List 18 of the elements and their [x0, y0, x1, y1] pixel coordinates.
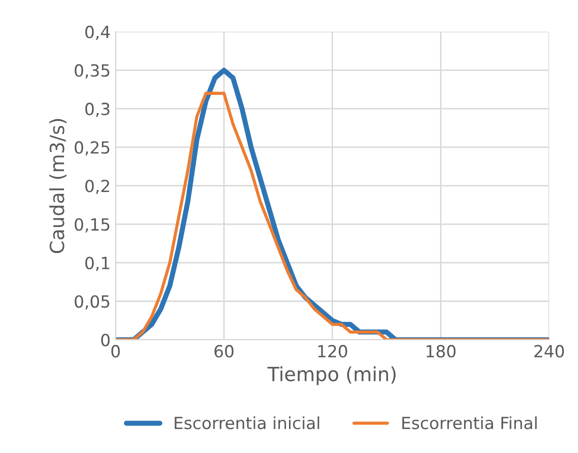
x-tick-label: 240	[534, 344, 564, 358]
x-axis-title: Tiempo (min)	[267, 366, 396, 386]
y-tick-label: 0	[101, 334, 110, 346]
x-tick-label: 60	[214, 344, 234, 358]
y-tick-label: 0,05	[74, 295, 110, 310]
y-tick-label: 0,25	[74, 141, 110, 156]
y-tick-label: 0,4	[85, 26, 110, 40]
legend-label: Escorrentia inicial	[174, 416, 320, 430]
y-tick-label: 0,1	[85, 256, 110, 272]
x-tick-label: 120	[318, 344, 348, 358]
y-axis-title: Caudal (m3/s)	[49, 118, 67, 254]
y-tick-label: 0,3	[85, 102, 110, 117]
x-tick-label: 0	[111, 344, 120, 358]
x-tick-label: 180	[426, 344, 456, 358]
y-tick-label: 0,2	[85, 180, 110, 194]
y-tick-label: 0,35	[74, 64, 110, 78]
legend-label: Escorrentia Final	[402, 416, 537, 430]
y-tick-label: 0,15	[74, 218, 110, 233]
